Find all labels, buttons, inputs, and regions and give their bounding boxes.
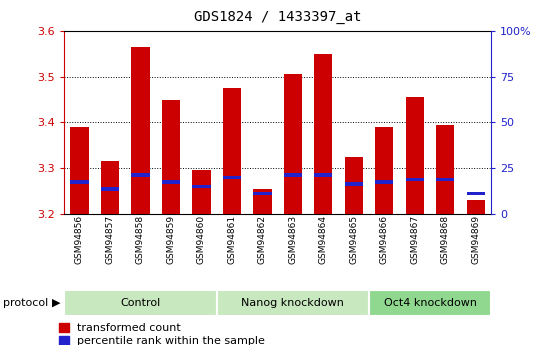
Bar <box>466 200 485 214</box>
Bar <box>436 178 454 181</box>
Bar <box>70 127 89 214</box>
Text: Control: Control <box>121 298 161 308</box>
Bar <box>217 290 369 316</box>
Bar <box>192 185 210 188</box>
Bar <box>436 125 454 214</box>
Bar <box>223 176 241 179</box>
Bar <box>131 47 150 214</box>
Bar <box>101 187 119 190</box>
Bar <box>283 75 302 214</box>
Bar <box>283 173 302 177</box>
Bar <box>131 173 150 177</box>
Bar <box>314 173 333 177</box>
Bar <box>369 290 491 316</box>
Bar <box>70 180 89 184</box>
Bar <box>101 161 119 214</box>
Text: GDS1824 / 1433397_at: GDS1824 / 1433397_at <box>194 10 362 24</box>
Text: protocol: protocol <box>3 298 48 308</box>
Text: ▶: ▶ <box>51 298 60 308</box>
Bar <box>162 100 180 214</box>
Text: Oct4 knockdown: Oct4 knockdown <box>383 298 477 308</box>
Bar <box>253 191 272 195</box>
Text: Nanog knockdown: Nanog knockdown <box>242 298 344 308</box>
Bar <box>314 54 333 214</box>
Bar <box>192 170 210 214</box>
Bar <box>223 88 241 214</box>
Legend: transformed count, percentile rank within the sample: transformed count, percentile rank withi… <box>59 323 266 345</box>
Bar <box>345 157 363 214</box>
Bar <box>162 180 180 184</box>
Bar <box>406 178 424 181</box>
Bar <box>466 191 485 195</box>
Bar <box>345 183 363 186</box>
Bar <box>406 97 424 214</box>
Bar <box>64 290 217 316</box>
Bar <box>375 127 393 214</box>
Bar <box>375 180 393 184</box>
Bar <box>253 189 272 214</box>
